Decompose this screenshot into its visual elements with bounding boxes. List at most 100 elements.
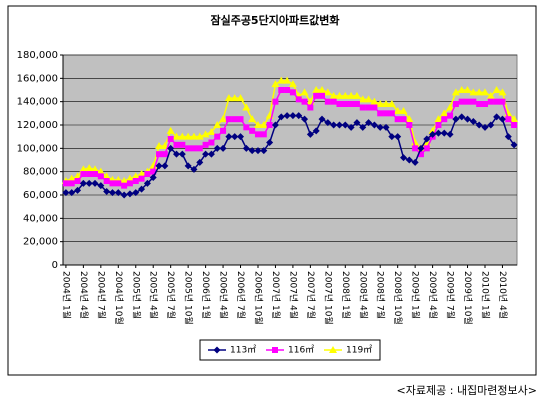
point	[224, 94, 233, 102]
point	[358, 95, 367, 103]
point	[475, 121, 483, 129]
y-tick-label: 180,000	[17, 50, 58, 61]
point	[92, 171, 99, 177]
x-tick-label: 2009년 4월	[427, 271, 439, 319]
point	[301, 98, 308, 105]
point	[85, 164, 94, 172]
x-tick-label: 2007년 10월	[322, 271, 334, 325]
y-tick-label: 60,000	[23, 190, 58, 201]
point	[319, 92, 326, 99]
point	[143, 179, 151, 187]
point	[458, 98, 465, 105]
point	[493, 98, 500, 105]
point	[213, 144, 221, 152]
point	[342, 101, 349, 107]
point	[120, 177, 129, 184]
y-tick-label: 80,000	[23, 167, 58, 178]
point	[382, 123, 390, 131]
point	[126, 180, 133, 187]
point	[237, 116, 244, 123]
point	[155, 162, 163, 170]
point	[312, 127, 320, 135]
point	[510, 141, 518, 149]
point	[184, 132, 193, 140]
point	[417, 144, 425, 152]
x-tick-label: 2006년 10월	[252, 271, 264, 325]
point	[68, 180, 75, 187]
point	[185, 145, 192, 152]
point	[126, 190, 134, 198]
point	[370, 97, 379, 105]
point	[487, 98, 494, 105]
x-tick-label: 2007년 1월	[270, 271, 282, 319]
point	[505, 116, 512, 123]
x-tick-label: 2008년 1월	[340, 271, 352, 319]
point	[62, 189, 70, 197]
x-tick-label: 2007년 4월	[287, 271, 299, 319]
point	[306, 130, 314, 138]
point	[178, 132, 187, 140]
point	[470, 98, 477, 105]
point	[213, 346, 221, 354]
point	[74, 186, 82, 194]
point	[499, 98, 506, 105]
point	[393, 107, 402, 114]
point	[196, 158, 204, 166]
point	[85, 179, 93, 187]
x-tick-label: 2004년 1월	[60, 271, 72, 319]
point	[103, 178, 110, 184]
x-tick-label: 2008년 7월	[375, 271, 387, 319]
point	[341, 121, 349, 129]
point	[301, 115, 309, 123]
chart-title: 잠실주공5단지아파트값변화	[210, 13, 339, 27]
point	[149, 174, 157, 181]
x-tick-label: 2006년 4월	[218, 271, 230, 319]
point	[254, 131, 261, 138]
point	[225, 116, 232, 123]
point	[109, 180, 116, 187]
point	[493, 113, 501, 121]
point	[120, 191, 128, 199]
point	[318, 86, 327, 93]
x-tick-label: 2005년 1월	[130, 271, 142, 319]
x-tick-label: 2004년 4월	[78, 271, 90, 319]
point	[249, 127, 256, 134]
point	[365, 119, 373, 127]
point	[219, 115, 228, 123]
point	[201, 130, 210, 138]
y-tick-label: 20,000	[23, 237, 58, 248]
point	[103, 188, 111, 195]
point	[469, 88, 478, 96]
point	[376, 100, 385, 107]
point	[80, 171, 87, 177]
point	[365, 104, 372, 111]
point	[237, 133, 245, 141]
point	[74, 178, 81, 184]
point	[400, 116, 407, 123]
point	[411, 158, 419, 166]
point	[429, 130, 437, 138]
point	[412, 145, 419, 152]
point	[452, 101, 459, 107]
point	[353, 101, 360, 107]
point	[114, 189, 122, 197]
point	[259, 121, 268, 128]
point	[289, 89, 296, 96]
x-tick-label: 2010년 4월	[497, 271, 509, 319]
point	[370, 121, 378, 129]
point	[225, 133, 233, 141]
x-tick-label: 2004년 10월	[113, 271, 125, 325]
point	[144, 171, 151, 177]
y-tick-label: 100,000	[17, 143, 58, 154]
point	[348, 101, 355, 107]
point	[347, 123, 355, 131]
point	[464, 98, 471, 105]
point	[207, 128, 216, 135]
point	[440, 129, 448, 137]
point	[451, 88, 460, 96]
point	[108, 189, 116, 197]
point	[498, 115, 506, 123]
point	[446, 103, 455, 111]
x-tick-label: 2005년 4월	[148, 271, 160, 319]
